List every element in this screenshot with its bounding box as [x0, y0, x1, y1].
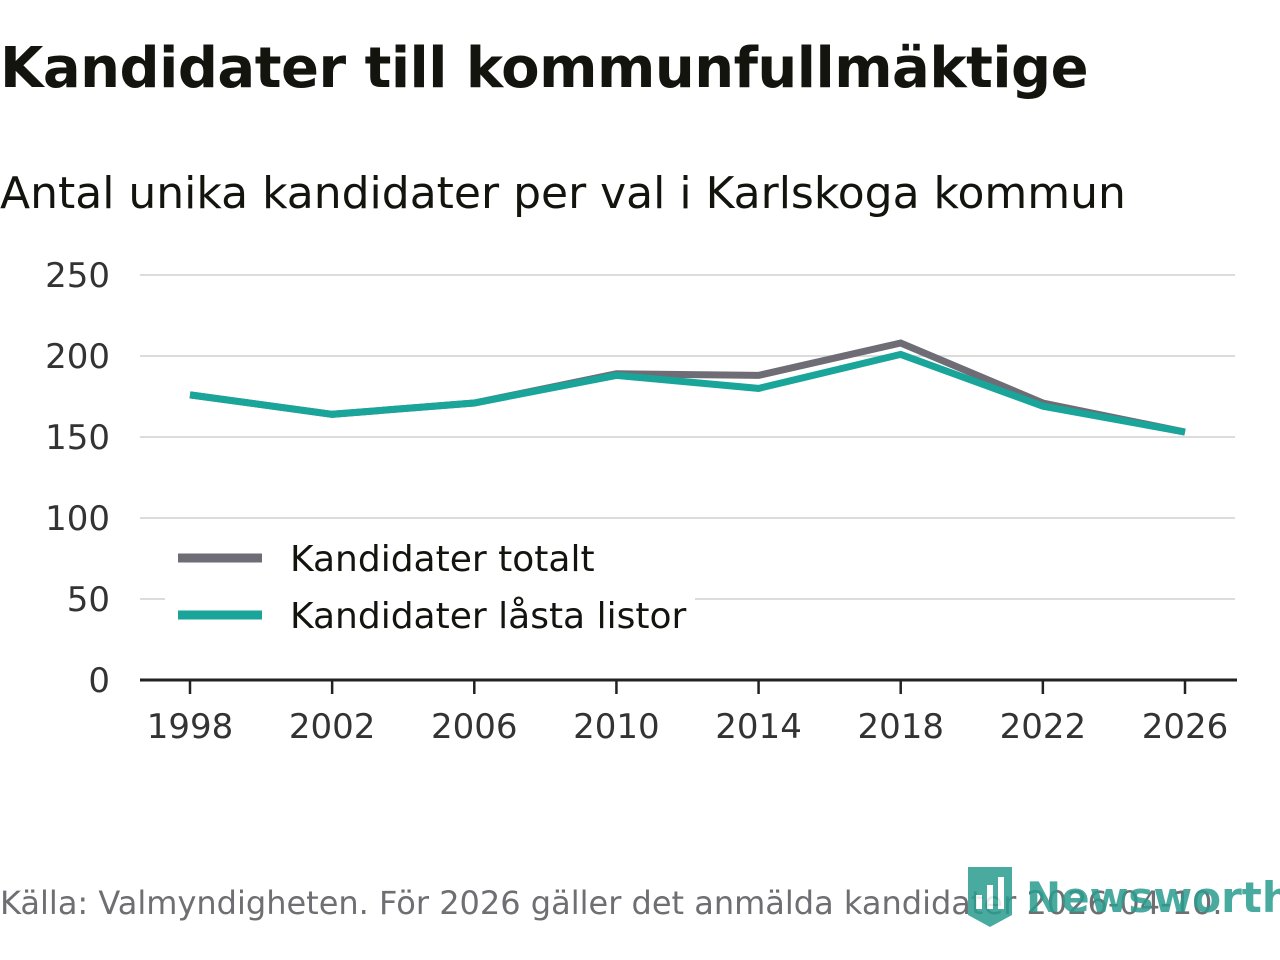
x-tick-label: 2026	[1142, 707, 1229, 747]
series-line-2	[189, 350, 1186, 436]
y-tick-label: 0	[88, 661, 110, 701]
chart-subtitle: Antal unika kandidater per val i Karlsko…	[0, 168, 1126, 219]
x-tick-label: 2002	[289, 707, 376, 747]
y-tick-label: 100	[45, 499, 110, 539]
source-note: Källa: Valmyndigheten. För 2026 gäller d…	[0, 884, 1223, 922]
y-tick-label: 50	[67, 580, 110, 620]
chart-title: Kandidater till kommunfullmäktige	[0, 36, 1089, 101]
brand-logo[interactable]: Newsworthy	[964, 862, 1280, 932]
x-axis: 1998 2002 2006 2010 2014 2018 2022 2026	[140, 678, 1237, 747]
y-axis: 0 50 100 150 200 250	[45, 256, 110, 701]
y-tick-label: 150	[45, 418, 110, 458]
y-tick-label: 200	[45, 337, 110, 377]
legend-background	[165, 525, 695, 645]
legend-label-1: Kandidater totalt	[290, 539, 595, 580]
line-chart: 1998 2002 2006 2010 2014 2018 2022 2026 0 50 100 1…	[45, 256, 1237, 747]
x-tick-label: 2006	[431, 707, 518, 747]
series-lines	[189, 339, 1186, 436]
y-tick-label: 250	[45, 256, 110, 296]
legend: Kandidater totalt Kandidater låsta listor	[165, 525, 695, 645]
legend-label-2: Kandidater låsta listor	[290, 596, 686, 637]
x-tick-label: 2014	[715, 707, 802, 747]
x-tick-label: 2022	[1000, 707, 1087, 747]
x-tick-label: 1998	[147, 707, 234, 747]
x-tick-label: 2018	[857, 707, 944, 747]
bar-chart-bookmark-icon	[968, 867, 1012, 927]
brand-name: Newsworthy	[1026, 872, 1280, 922]
x-tick-label: 2010	[573, 707, 660, 747]
